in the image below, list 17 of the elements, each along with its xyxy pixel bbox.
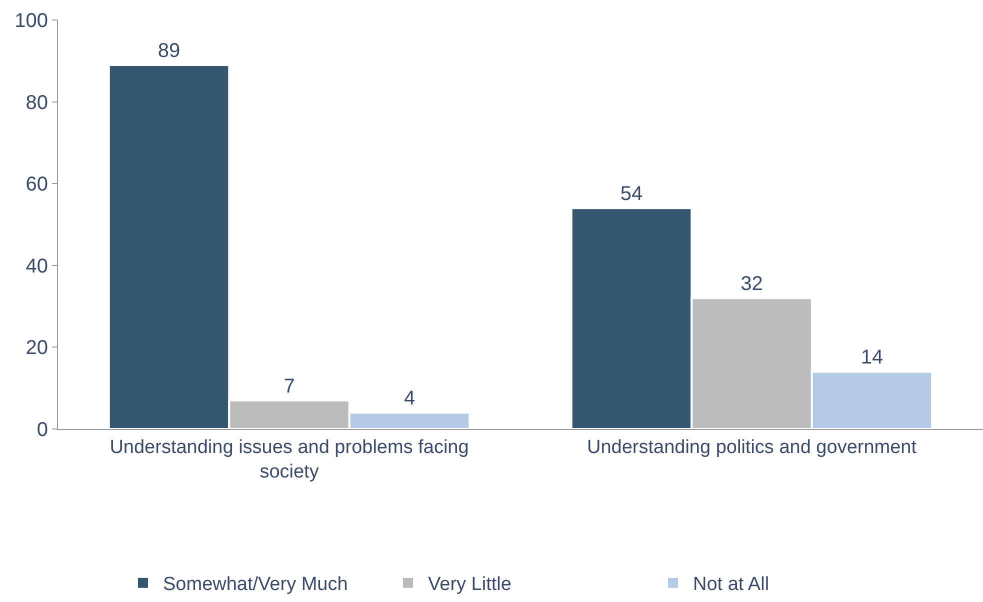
y-tick-label: 20: [26, 337, 48, 360]
x-tick-label: Understanding politics and government: [586, 436, 918, 458]
y-tick-label: 100: [14, 10, 48, 32]
data-label: 4: [404, 388, 416, 410]
x-tick-label: Understanding issues and problems facing society: [110, 436, 469, 482]
data-label: 89: [158, 40, 180, 62]
y-tick-label: 80: [26, 92, 48, 114]
legend-label: Very Little: [428, 574, 512, 596]
y-tick-label: 60: [26, 174, 48, 196]
y-tick-label: 0: [36, 419, 48, 441]
legend-label: Not at All: [693, 574, 770, 596]
data-label: 7: [284, 375, 295, 398]
data-label: 32: [740, 273, 763, 296]
data-label: 54: [620, 183, 643, 206]
y-tick-label: 40: [26, 255, 48, 278]
legend-label: Somewhat/Very Much: [163, 574, 348, 596]
data-label: 14: [860, 346, 884, 369]
